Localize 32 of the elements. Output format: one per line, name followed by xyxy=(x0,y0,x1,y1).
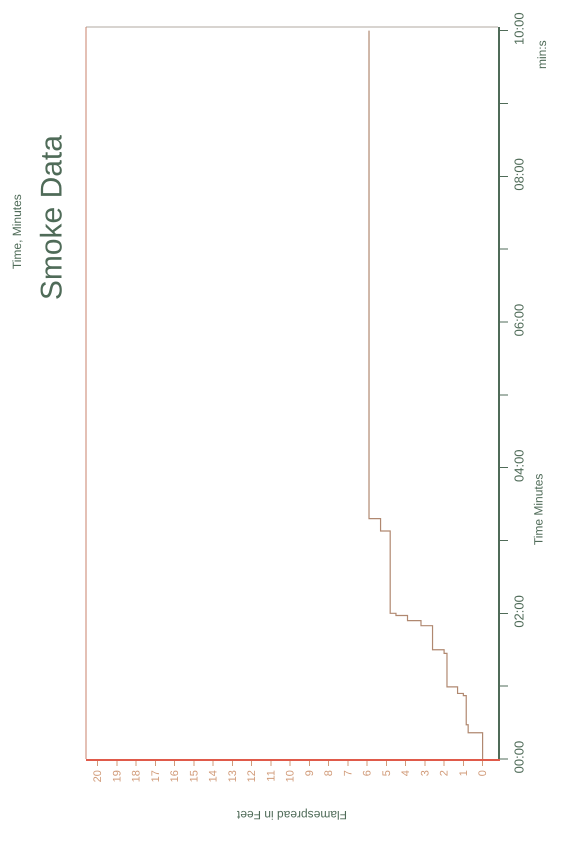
text: Smoke Data xyxy=(35,134,68,300)
x-tick-label: 12 xyxy=(246,770,258,782)
x-tick-label: 11 xyxy=(265,770,278,782)
x-tick-label: 19 xyxy=(111,770,124,782)
x-tick-label: 15 xyxy=(188,770,200,782)
x-tick-label: 8 xyxy=(323,770,336,776)
x-tick-label: 20 xyxy=(92,770,104,782)
x-tick-label: 0 xyxy=(477,770,490,776)
x-tick-label: 3 xyxy=(419,770,432,776)
x-tick-label: 18 xyxy=(130,770,143,782)
x-tick-label: 16 xyxy=(169,770,182,782)
x-tick-label: 14 xyxy=(208,770,220,782)
x-tick-label: 13 xyxy=(226,770,239,782)
text: Time, Minutes xyxy=(10,194,24,270)
x-tick-label: 5 xyxy=(380,770,393,776)
x-tick-label: 1 xyxy=(458,770,470,776)
y-tick-label: 08:00 xyxy=(511,158,526,191)
x-tick-label: 7 xyxy=(342,770,354,776)
x-tick-label: 9 xyxy=(304,770,316,776)
y-tick-label: 10:00 xyxy=(511,12,526,45)
y-tick-label: 00:00 xyxy=(511,740,526,774)
x-tick-label: 6 xyxy=(362,770,374,776)
y-tick-label: 04:00 xyxy=(511,449,526,482)
y-tick-label: 02:00 xyxy=(511,595,526,628)
y-axis-title: Time Minutes xyxy=(532,474,546,546)
x-tick-label: 2 xyxy=(438,770,451,776)
x-axis-title: Flamespread in Feet xyxy=(236,808,347,822)
x-tick-label: 4 xyxy=(400,770,412,776)
x-tick-label: 10 xyxy=(284,770,297,782)
text: min:s xyxy=(535,40,550,70)
x-tick-label: 17 xyxy=(150,770,162,782)
y-tick-label: 06:00 xyxy=(511,304,526,336)
